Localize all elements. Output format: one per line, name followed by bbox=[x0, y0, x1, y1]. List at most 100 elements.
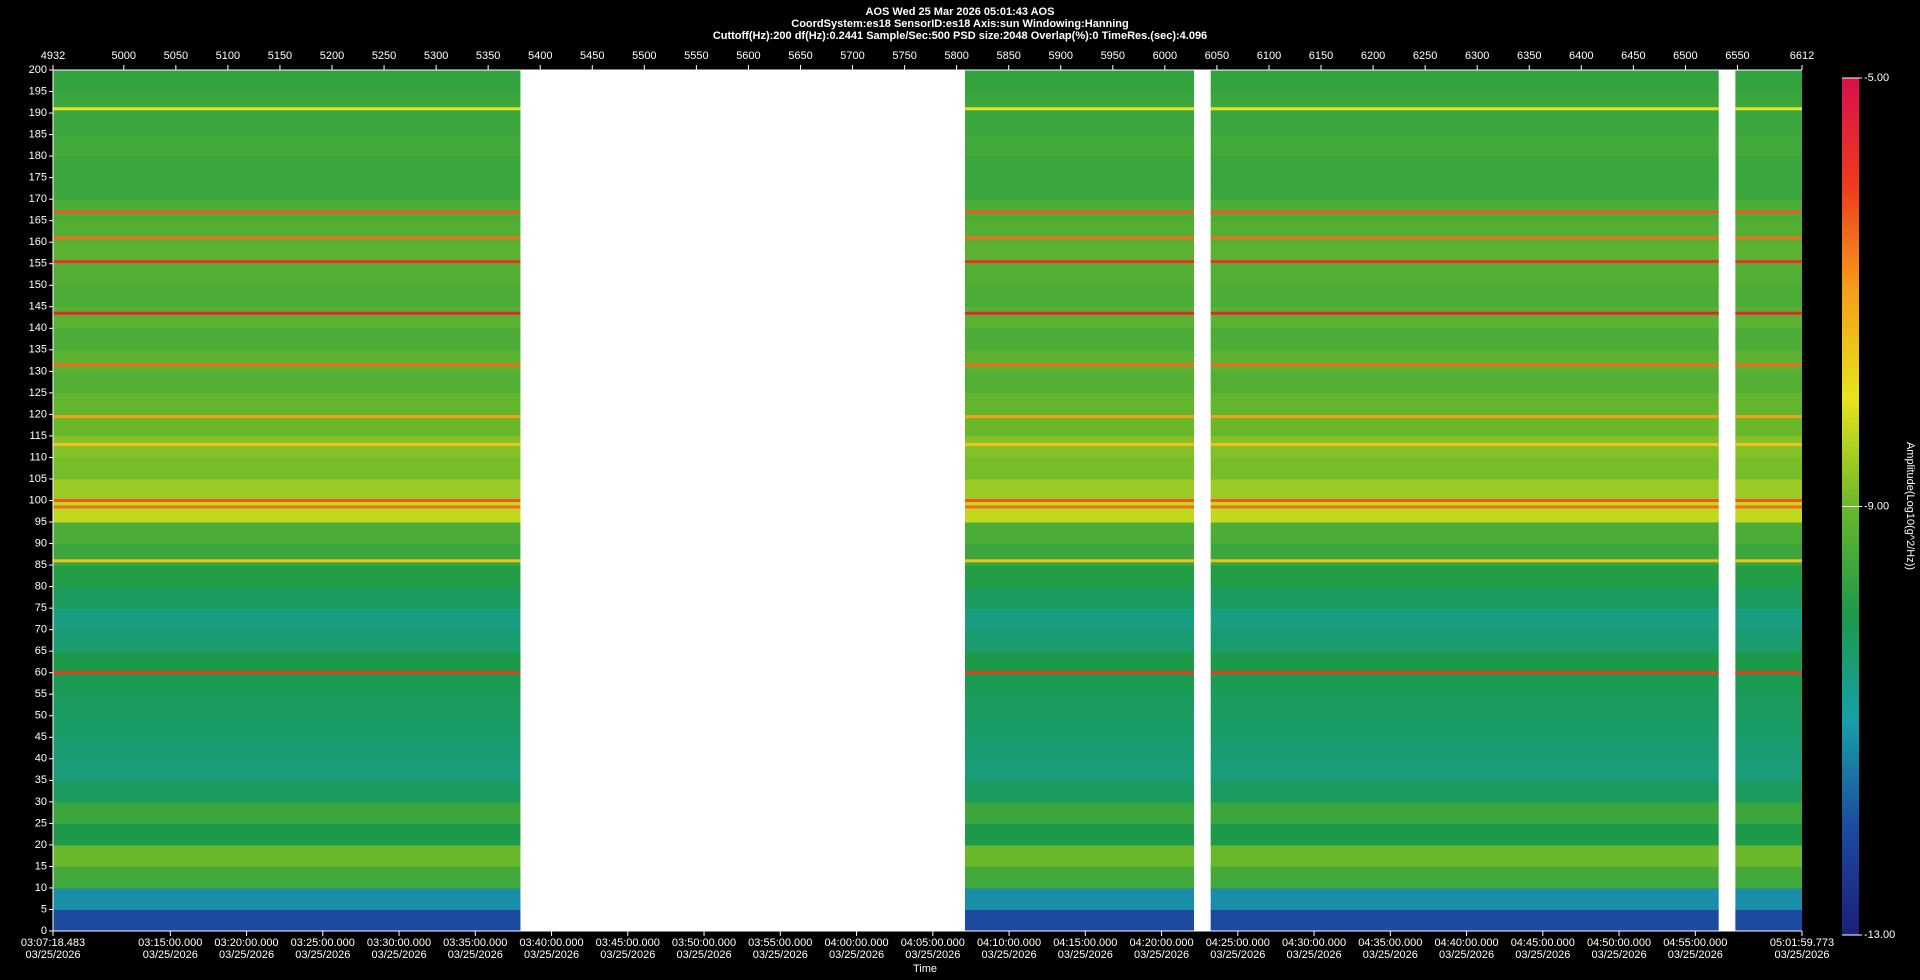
band-cell bbox=[1735, 651, 1802, 674]
band-cell bbox=[964, 651, 1195, 674]
y-tick-label: 130 bbox=[29, 365, 47, 377]
x-bottom-tick-label: 04:15:00.000 bbox=[1053, 937, 1117, 949]
tone-line bbox=[53, 499, 521, 502]
tone-line bbox=[1210, 260, 1719, 264]
y-tick-label: 55 bbox=[35, 688, 47, 700]
tone-line bbox=[1210, 505, 1719, 509]
tone-line bbox=[1735, 236, 1802, 240]
x-top-tick-label: 5150 bbox=[268, 50, 292, 62]
band-cell bbox=[1210, 672, 1719, 695]
band-cell bbox=[1735, 414, 1802, 437]
y-tick-label: 45 bbox=[35, 731, 47, 743]
tone-line bbox=[1210, 415, 1719, 419]
band-cell bbox=[53, 392, 521, 415]
band-cell bbox=[1735, 91, 1802, 114]
x-top-tick-label: 6612 bbox=[1790, 50, 1814, 62]
x-bottom-tick-label: 04:45:00.000 bbox=[1511, 937, 1575, 949]
band-cell bbox=[1210, 349, 1719, 372]
x-bottom-tick-date: 03/25/2026 bbox=[1363, 949, 1418, 961]
x-top-tick-label: 5700 bbox=[840, 50, 864, 62]
band-cell bbox=[964, 242, 1195, 265]
tone-line bbox=[53, 107, 521, 111]
x-bottom-tick-label: 04:10:00.000 bbox=[977, 937, 1041, 949]
tone-line bbox=[964, 443, 1195, 447]
y-tick-label: 0 bbox=[41, 925, 47, 937]
band-cell bbox=[964, 199, 1195, 222]
tone-line bbox=[1735, 107, 1802, 111]
tone-line bbox=[1735, 443, 1802, 447]
band-cell bbox=[1210, 887, 1719, 910]
band-cell bbox=[964, 478, 1195, 501]
band-cell bbox=[1210, 844, 1719, 867]
tone-line bbox=[1210, 671, 1719, 675]
tone-line bbox=[53, 236, 521, 240]
x-bottom-tick-label: 03:30:00.000 bbox=[367, 937, 431, 949]
band-cell bbox=[1210, 866, 1719, 889]
tone-line bbox=[53, 210, 521, 214]
band-cell bbox=[1735, 758, 1802, 781]
band-cell bbox=[53, 801, 521, 824]
colorbar-tick-label: -5.00 bbox=[1864, 72, 1889, 84]
y-tick-label: 200 bbox=[29, 64, 47, 76]
tone-line bbox=[1210, 363, 1719, 367]
x-bottom-tick-label: 04:55:00.000 bbox=[1663, 937, 1727, 949]
band-cell bbox=[53, 586, 521, 609]
band-cell bbox=[964, 586, 1195, 609]
band-cell bbox=[1210, 543, 1719, 566]
x-top-tick-label: 6400 bbox=[1569, 50, 1593, 62]
x-top-tick-label: 5050 bbox=[164, 50, 188, 62]
band-cell bbox=[1210, 522, 1719, 545]
x-bottom-tick-date: 03/25/2026 bbox=[982, 949, 1037, 961]
band-cell bbox=[53, 349, 521, 372]
y-tick-label: 5 bbox=[41, 903, 47, 915]
band-cell bbox=[1735, 263, 1802, 286]
band-cell bbox=[964, 522, 1195, 545]
band-cell bbox=[964, 844, 1195, 867]
band-cell bbox=[53, 500, 521, 523]
x-top-tick-label: 5350 bbox=[476, 50, 500, 62]
y-tick-label: 65 bbox=[35, 645, 47, 657]
x-bottom-tick-date: 03/25/2026 bbox=[25, 949, 80, 961]
x-bottom-tick-label: 04:00:00.000 bbox=[824, 937, 888, 949]
band-cell bbox=[53, 113, 521, 136]
band-cell bbox=[1735, 177, 1802, 200]
band-cell bbox=[964, 909, 1195, 932]
x-bottom-tick-label: 04:35:00.000 bbox=[1358, 937, 1422, 949]
band-cell bbox=[1735, 156, 1802, 179]
x-bottom-tick-date: 03/25/2026 bbox=[448, 949, 503, 961]
x-bottom-tick-date: 03/25/2026 bbox=[1592, 949, 1647, 961]
subtitle: Cuttoff(Hz):200 df(Hz):0.2441 Sample/Sec… bbox=[713, 30, 1207, 42]
x-top-tick-label: 4932 bbox=[41, 50, 65, 62]
band-cell bbox=[1735, 844, 1802, 867]
y-tick-label: 125 bbox=[29, 387, 47, 399]
y-tick-label: 150 bbox=[29, 279, 47, 291]
band-cell bbox=[53, 478, 521, 501]
band-cell bbox=[53, 737, 521, 760]
x-bottom-tick-label: 03:15:00.000 bbox=[138, 937, 202, 949]
colorbar-label: Amplitude(Log10(g^2/Hz)) bbox=[1904, 442, 1916, 570]
band-cell bbox=[1210, 199, 1719, 222]
x-top-tick-label: 5300 bbox=[424, 50, 448, 62]
band-cell bbox=[1210, 801, 1719, 824]
band-cell bbox=[964, 823, 1195, 846]
band-cell bbox=[1735, 887, 1802, 910]
tone-line bbox=[964, 415, 1195, 419]
y-tick-label: 170 bbox=[29, 193, 47, 205]
band-cell bbox=[964, 457, 1195, 480]
band-cell bbox=[1735, 500, 1802, 523]
tone-line bbox=[964, 559, 1195, 563]
band-cell bbox=[964, 887, 1195, 910]
colorbar-tick-label: -13.00 bbox=[1864, 929, 1895, 941]
y-tick-label: 105 bbox=[29, 473, 47, 485]
tone-line bbox=[53, 415, 521, 419]
band-cell bbox=[964, 543, 1195, 566]
x-bottom-tick-date: 03/25/2026 bbox=[1668, 949, 1723, 961]
x-top-tick-label: 5950 bbox=[1101, 50, 1125, 62]
subtitle: CoordSystem:es18 SensorID:es18 Axis:sun … bbox=[791, 18, 1129, 30]
band-cell bbox=[964, 392, 1195, 415]
x-bottom-tick-date: 03/25/2026 bbox=[1439, 949, 1494, 961]
band-cell bbox=[964, 780, 1195, 803]
y-tick-label: 90 bbox=[35, 537, 47, 549]
tone-line bbox=[53, 505, 521, 509]
